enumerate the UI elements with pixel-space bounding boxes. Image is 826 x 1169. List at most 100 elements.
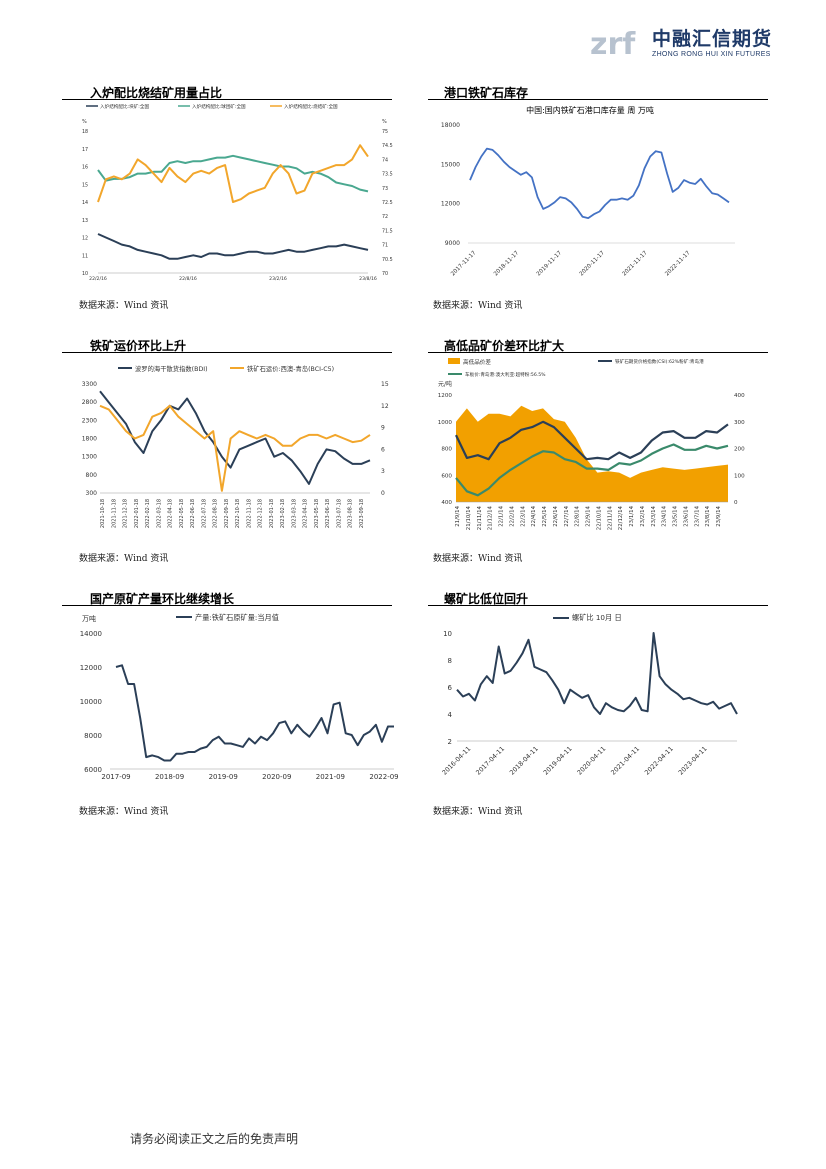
legend-swatch <box>448 358 460 364</box>
x-tick-label: 2020-04-11 <box>575 745 607 777</box>
chart-rebar-ore-ratio: 螺矿比 10月 日 2 4 6 8 10 2016-04-11 2017-04-11 2018-… <box>440 613 738 777</box>
x-tick-label: 22/11/14 <box>607 505 613 530</box>
x-tick-label: 2022-11-17 <box>664 250 692 278</box>
series-line <box>456 632 738 715</box>
x-tick-label: 2021-10-18 <box>100 499 106 528</box>
left-axis-unit: 万吨 <box>82 614 96 623</box>
x-tick-label: 2023-07-18 <box>336 499 342 528</box>
y2-tick-label: 6 <box>381 446 385 453</box>
x-tick-label: 2023-04-11 <box>677 745 709 777</box>
y-tick-label: 8000 <box>84 732 102 740</box>
chart-title: 中国:国内铁矿石港口库存量 周 万吨 <box>526 105 654 115</box>
legend-label: 波罗的海干散货指数(BDI) <box>135 364 208 373</box>
panel-title-rebar-ore-ratio: 螺矿比低位回升 <box>444 592 529 606</box>
x-tick-label: 23/8/16 <box>359 276 377 282</box>
y2-tick-label: 9 <box>381 425 385 432</box>
x-tick-label: 22/12/14 <box>618 505 624 530</box>
y-tick-label: 1800 <box>82 436 97 443</box>
svg-text:zrf: zrf <box>590 27 636 60</box>
y-tick-label: 18 <box>82 129 88 135</box>
y-tick-label: 800 <box>86 472 98 479</box>
logo-english-name: ZHONG RONG HUI XIN FUTURES <box>652 51 771 58</box>
x-tick-label: 2021-11-17 <box>622 250 650 278</box>
left-axis-unit: % <box>82 119 87 125</box>
series-line <box>115 664 394 762</box>
chart-grade-spread: 高低品价差 铁矿石期货价格指数(CSI):62%粉矿:青岛港车板价:青岛港:澳大利… <box>438 358 745 530</box>
x-tick-label: 23/5/14 <box>673 505 679 526</box>
series-area <box>456 405 728 502</box>
x-tick-label: 2018-09 <box>155 773 184 781</box>
y2-tick-label: 73 <box>382 186 388 192</box>
right-axis-unit: % <box>382 119 387 125</box>
data-source-note: 数据来源：Wind 资讯 <box>433 301 523 311</box>
footer-disclaimer: 请务必阅读正文之后的免责声明 <box>130 1132 299 1146</box>
chart-domestic-output: 产量:铁矿石原矿量:当月值 万吨 6000 8000 10000 12000 14000 20… <box>80 613 398 781</box>
x-tick-label: 21/9/14 <box>455 505 461 526</box>
y2-tick-label: 100 <box>734 473 745 479</box>
x-tick-label: 2019-11-17 <box>536 250 564 278</box>
logo-mark-icon: zrf <box>590 27 636 60</box>
y-tick-label: 2 <box>448 738 452 746</box>
legend-label: 铁矿石运价:西澳-青岛(BCI-C5) <box>247 364 334 373</box>
legend-label: 高低品价差 <box>463 358 491 366</box>
x-tick-label: 23/8/14 <box>705 505 711 526</box>
x-tick-label: 22/2/14 <box>509 505 515 526</box>
panel-title-grade-spread: 高低品矿价差环比扩大 <box>444 339 565 353</box>
x-tick-label: 21/12/14 <box>488 505 494 530</box>
y2-tick-label: 72.5 <box>382 200 393 206</box>
left-axis-unit: 元/吨 <box>438 380 452 388</box>
y2-tick-label: 72 <box>382 214 388 220</box>
y-tick-label: 4 <box>448 711 453 719</box>
y-tick-label: 3300 <box>82 381 97 388</box>
x-tick-label: 2023-09-18 <box>359 499 365 528</box>
x-tick-label: 2023-04-18 <box>303 499 309 528</box>
y2-tick-label: 74.5 <box>382 143 393 149</box>
series-line <box>97 144 369 203</box>
x-tick-label: 2022-09 <box>369 773 398 781</box>
x-tick-label: 22/8/16 <box>179 276 197 282</box>
panel-divider <box>62 352 392 353</box>
y-tick-label: 12000 <box>441 201 460 208</box>
y-tick-label: 14 <box>82 200 88 206</box>
y2-tick-label: 400 <box>734 393 745 399</box>
x-tick-label: 22/7/14 <box>564 505 570 526</box>
panel-divider <box>62 99 392 100</box>
series-line <box>99 404 371 492</box>
x-tick-label: 23/4/14 <box>662 505 668 526</box>
y2-tick-label: 70 <box>382 271 388 277</box>
y2-tick-label: 75 <box>382 129 388 135</box>
x-tick-label: 2022-02-18 <box>145 499 151 528</box>
y2-tick-label: 200 <box>734 447 745 453</box>
x-tick-label: 2022-12-18 <box>258 499 264 528</box>
x-tick-label: 2020-11-17 <box>579 250 607 278</box>
x-tick-label: 2021-12-18 <box>123 499 129 528</box>
panel-divider <box>428 605 768 606</box>
y-tick-label: 300 <box>86 490 98 497</box>
x-tick-label: 2023-02-18 <box>280 499 286 528</box>
y-tick-label: 12 <box>82 236 88 242</box>
x-tick-label: 23/3/14 <box>651 505 657 526</box>
y2-tick-label: 71 <box>382 243 388 249</box>
legend-label: 产量:铁矿石原矿量:当月值 <box>195 613 279 622</box>
x-tick-label: 2017-09 <box>101 773 130 781</box>
x-tick-label: 2022-04-11 <box>643 745 675 777</box>
panel-title-port-inventory: 港口铁矿石库存 <box>444 86 529 100</box>
x-tick-label: 21/11/14 <box>477 505 483 530</box>
series-line <box>97 154 369 193</box>
x-tick-label: 23/2/16 <box>269 276 287 282</box>
legend-label: 铁矿石期货价格指数(CSI):62%粉矿:青岛港 <box>615 358 704 365</box>
x-tick-label: 2023-03-18 <box>291 499 297 528</box>
x-tick-label: 2018-04-11 <box>508 745 540 777</box>
x-tick-label: 2023-05-18 <box>314 499 320 528</box>
legend-label: 螺矿比 10月 日 <box>572 613 622 622</box>
y-tick-label: 14000 <box>80 630 102 638</box>
x-tick-label: 2018-11-17 <box>493 250 521 278</box>
x-tick-label: 2017-11-17 <box>450 250 478 278</box>
x-tick-label: 23/7/14 <box>694 505 700 526</box>
legend-label: 入炉结构配比:球团矿:全国 <box>192 103 246 110</box>
x-tick-label: 2022-03-18 <box>156 499 162 528</box>
y-tick-label: 6000 <box>84 766 102 774</box>
x-tick-label: 23/2/14 <box>640 505 646 526</box>
y-tick-label: 10 <box>443 630 452 638</box>
y2-tick-label: 74 <box>382 157 388 163</box>
